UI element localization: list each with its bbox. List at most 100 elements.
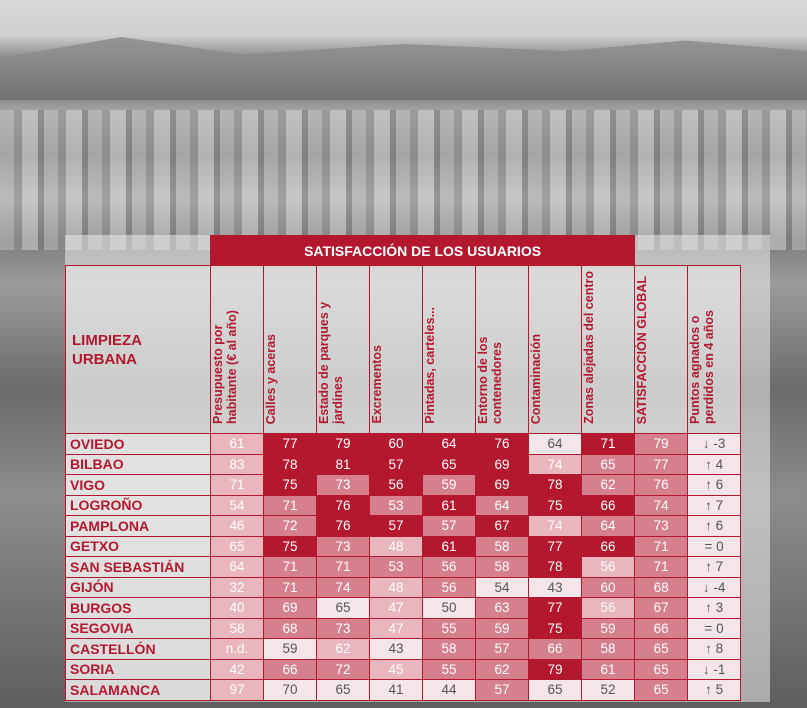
city-name: BURGOS <box>66 598 211 619</box>
table-cell: 40 <box>211 598 264 619</box>
table-cell: 55 <box>423 618 476 639</box>
table-cell: 32 <box>211 577 264 598</box>
column-header: Contaminación <box>529 266 582 434</box>
table-cell: 56 <box>582 598 635 619</box>
table-cell: 67 <box>635 598 688 619</box>
table-cell: 83 <box>211 454 264 475</box>
table-cell: = 0 <box>688 618 741 639</box>
table-cell: 57 <box>476 639 529 660</box>
column-header-text: Puntos agnados o perdidos en 4 años <box>688 266 716 428</box>
table-cell: 56 <box>423 577 476 598</box>
table-cell: 64 <box>582 516 635 537</box>
table-cell: 75 <box>529 495 582 516</box>
table-cell: 69 <box>264 598 317 619</box>
table-cell: 77 <box>264 434 317 455</box>
column-header-text: Calles y aceras <box>264 330 278 428</box>
column-header: SATISFACCIÓN GLOBAL <box>635 266 688 434</box>
table-cell: 64 <box>423 434 476 455</box>
column-header-text: Pintadas, carteles... <box>423 303 437 428</box>
table-cell: 69 <box>476 454 529 475</box>
table-cell: 41 <box>370 680 423 701</box>
table-cell: 66 <box>529 639 582 660</box>
table-cell: 79 <box>529 659 582 680</box>
table-cell: 58 <box>476 557 529 578</box>
city-name: SAN SEBASTIÁN <box>66 557 211 578</box>
page: SATISFACCIÓN DE LOS USUARIOS LIMPIEZA UR… <box>0 0 807 708</box>
corner-label: LIMPIEZA URBANA <box>66 266 211 434</box>
city-name: BILBAO <box>66 454 211 475</box>
column-header: Zonas alejadas del centro <box>582 266 635 434</box>
city-name: CASTELLÓN <box>66 639 211 660</box>
column-header: Entorno de los contenedores <box>476 266 529 434</box>
table-cell: 46 <box>211 516 264 537</box>
column-header-text: Estado de parques y jardines <box>317 266 345 428</box>
table-cell: 74 <box>317 577 370 598</box>
table-cell: 64 <box>211 557 264 578</box>
table-cell: 45 <box>370 659 423 680</box>
table-cell: 57 <box>370 516 423 537</box>
table-cell: 75 <box>264 536 317 557</box>
table-cell: 71 <box>635 536 688 557</box>
table-cell: ↓ -3 <box>688 434 741 455</box>
column-header-text: SATISFACCIÓN GLOBAL <box>635 272 649 428</box>
city-name: SALAMANCA <box>66 680 211 701</box>
table-cell: 48 <box>370 577 423 598</box>
table-cell: 61 <box>423 495 476 516</box>
table-cell: ↑ 4 <box>688 454 741 475</box>
table-cell: 59 <box>582 618 635 639</box>
table-cell: = 0 <box>688 536 741 557</box>
column-header-text: Excrementos <box>370 341 384 428</box>
column-header: Calles y aceras <box>264 266 317 434</box>
table-cell: 64 <box>476 495 529 516</box>
table-cell: 57 <box>423 516 476 537</box>
table-cell: 70 <box>264 680 317 701</box>
table-cell: 58 <box>476 536 529 557</box>
table-cell: 73 <box>317 618 370 639</box>
background-hills <box>0 30 807 100</box>
table-cell: 72 <box>264 516 317 537</box>
table-cell: 76 <box>635 475 688 496</box>
table-cell: 76 <box>476 434 529 455</box>
table-cell: 77 <box>635 454 688 475</box>
table-cell: 55 <box>423 659 476 680</box>
table-cell: 59 <box>476 618 529 639</box>
table-cell: 73 <box>317 536 370 557</box>
table-cell: 58 <box>582 639 635 660</box>
table-cell: 76 <box>317 516 370 537</box>
table-cell: 74 <box>635 495 688 516</box>
city-name: SEGOVIA <box>66 618 211 639</box>
city-name: SORIA <box>66 659 211 680</box>
blank-cell <box>635 236 741 266</box>
column-header: Pintadas, carteles... <box>423 266 476 434</box>
table-cell: 71 <box>635 557 688 578</box>
table-cell: 57 <box>476 680 529 701</box>
satisfaction-table: SATISFACCIÓN DE LOS USUARIOS LIMPIEZA UR… <box>65 235 741 701</box>
table-cell: 48 <box>370 536 423 557</box>
background-city <box>0 110 807 250</box>
table-cell: 44 <box>423 680 476 701</box>
table-cell: ↑ 7 <box>688 557 741 578</box>
table-cell: 53 <box>370 495 423 516</box>
table-cell: 68 <box>635 577 688 598</box>
table-cell: ↑ 5 <box>688 680 741 701</box>
table-cell: 61 <box>423 536 476 557</box>
table-cell: 72 <box>317 659 370 680</box>
column-header-text: Entorno de los contenedores <box>476 266 504 428</box>
table-cell: 76 <box>317 495 370 516</box>
table-cell: ↑ 3 <box>688 598 741 619</box>
table-cell: 57 <box>370 454 423 475</box>
table-cell: 62 <box>317 639 370 660</box>
table-cell: 42 <box>211 659 264 680</box>
table-cell: 50 <box>423 598 476 619</box>
table-cell: 65 <box>635 659 688 680</box>
table-cell: 53 <box>370 557 423 578</box>
